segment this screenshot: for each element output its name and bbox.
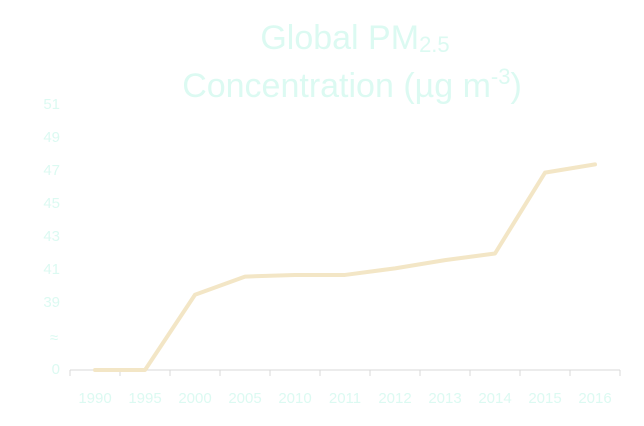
x-tick-label: 2014 xyxy=(478,390,511,407)
line-series xyxy=(93,162,597,372)
y-tick-label: 47 xyxy=(43,162,60,179)
y-tick-label: 49 xyxy=(43,129,60,146)
x-tick-label: 2012 xyxy=(378,390,411,407)
y-tick-label: 39 xyxy=(43,294,60,311)
x-tick-label: 2011 xyxy=(329,390,361,407)
title-superscript: -3 xyxy=(491,64,511,89)
x-tick-label: 2010 xyxy=(278,390,311,407)
title-text: Concentration (µg m xyxy=(182,67,491,105)
axis-break: ≈ xyxy=(50,329,58,346)
title-text: Global PM xyxy=(260,19,419,57)
y-tick-label: 45 xyxy=(43,195,60,212)
x-tick-label: 2000 xyxy=(178,390,211,407)
y-tick-label: 0 xyxy=(52,361,60,378)
chart-title-line1: Global PM2.5 xyxy=(260,19,449,57)
x-tick-label: 2013 xyxy=(428,390,461,407)
y-tick-label: 41 xyxy=(43,261,60,278)
x-tick-label: 1995 xyxy=(128,390,161,407)
x-tick-label: 1990 xyxy=(78,390,111,407)
y-tick-label: 51 xyxy=(43,96,60,113)
y-tick-label: 43 xyxy=(43,228,60,245)
chart-title-line2: Concentration (µg m-3) xyxy=(182,64,522,105)
x-tick-label: 2015 xyxy=(528,390,561,407)
title-text: ) xyxy=(510,67,521,105)
title-subscript: 2.5 xyxy=(419,32,450,57)
x-tick-label: 2005 xyxy=(228,390,261,407)
x-tick-label: 2016 xyxy=(578,390,611,407)
